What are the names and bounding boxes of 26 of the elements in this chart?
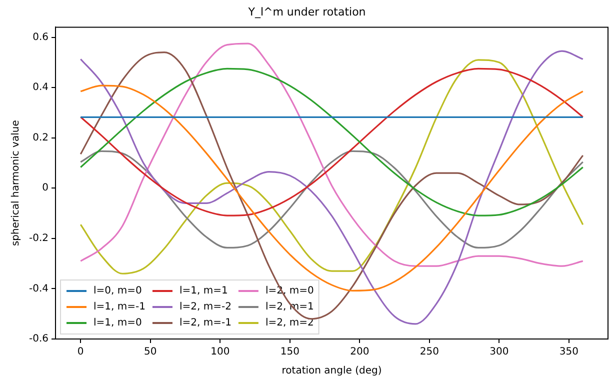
legend-label: l=2, m=-1 bbox=[179, 318, 232, 329]
y-axis-title: spherical harmonic value bbox=[10, 120, 22, 246]
x-tick-label: 200 bbox=[350, 346, 370, 358]
x-tick-label: 350 bbox=[559, 346, 578, 358]
legend-label: l=1, m=1 bbox=[179, 286, 228, 297]
y-tick-label: 0.6 bbox=[32, 32, 49, 43]
y-tick-label: 0.4 bbox=[32, 82, 49, 94]
x-tick-label: 150 bbox=[280, 346, 300, 358]
x-tick-label: 50 bbox=[144, 346, 157, 358]
line-series bbox=[80, 150, 584, 249]
x-tick-label: 300 bbox=[490, 346, 509, 358]
x-axis-title: rotation angle (deg) bbox=[282, 366, 382, 377]
legend-label: l=2, m=-2 bbox=[179, 302, 232, 313]
x-tick-label: 100 bbox=[210, 346, 230, 358]
legend-label: l=1, m=0 bbox=[94, 318, 142, 329]
y-tick-label: -0.2 bbox=[28, 233, 49, 244]
legend-label: l=0, m=0 bbox=[94, 286, 142, 297]
x-tick-label: 250 bbox=[420, 346, 439, 358]
legend-label: l=1, m=-1 bbox=[94, 302, 146, 313]
y-tick-label: -0.4 bbox=[28, 283, 49, 294]
line-series bbox=[80, 68, 584, 216]
y-tick-label: 0.2 bbox=[32, 132, 49, 144]
y-tick-label: -0.6 bbox=[28, 334, 49, 345]
chart-title: Y_l^m under rotation bbox=[247, 5, 366, 18]
x-tick-label: 0 bbox=[77, 346, 84, 358]
y-tick-label: 0 bbox=[42, 182, 49, 194]
